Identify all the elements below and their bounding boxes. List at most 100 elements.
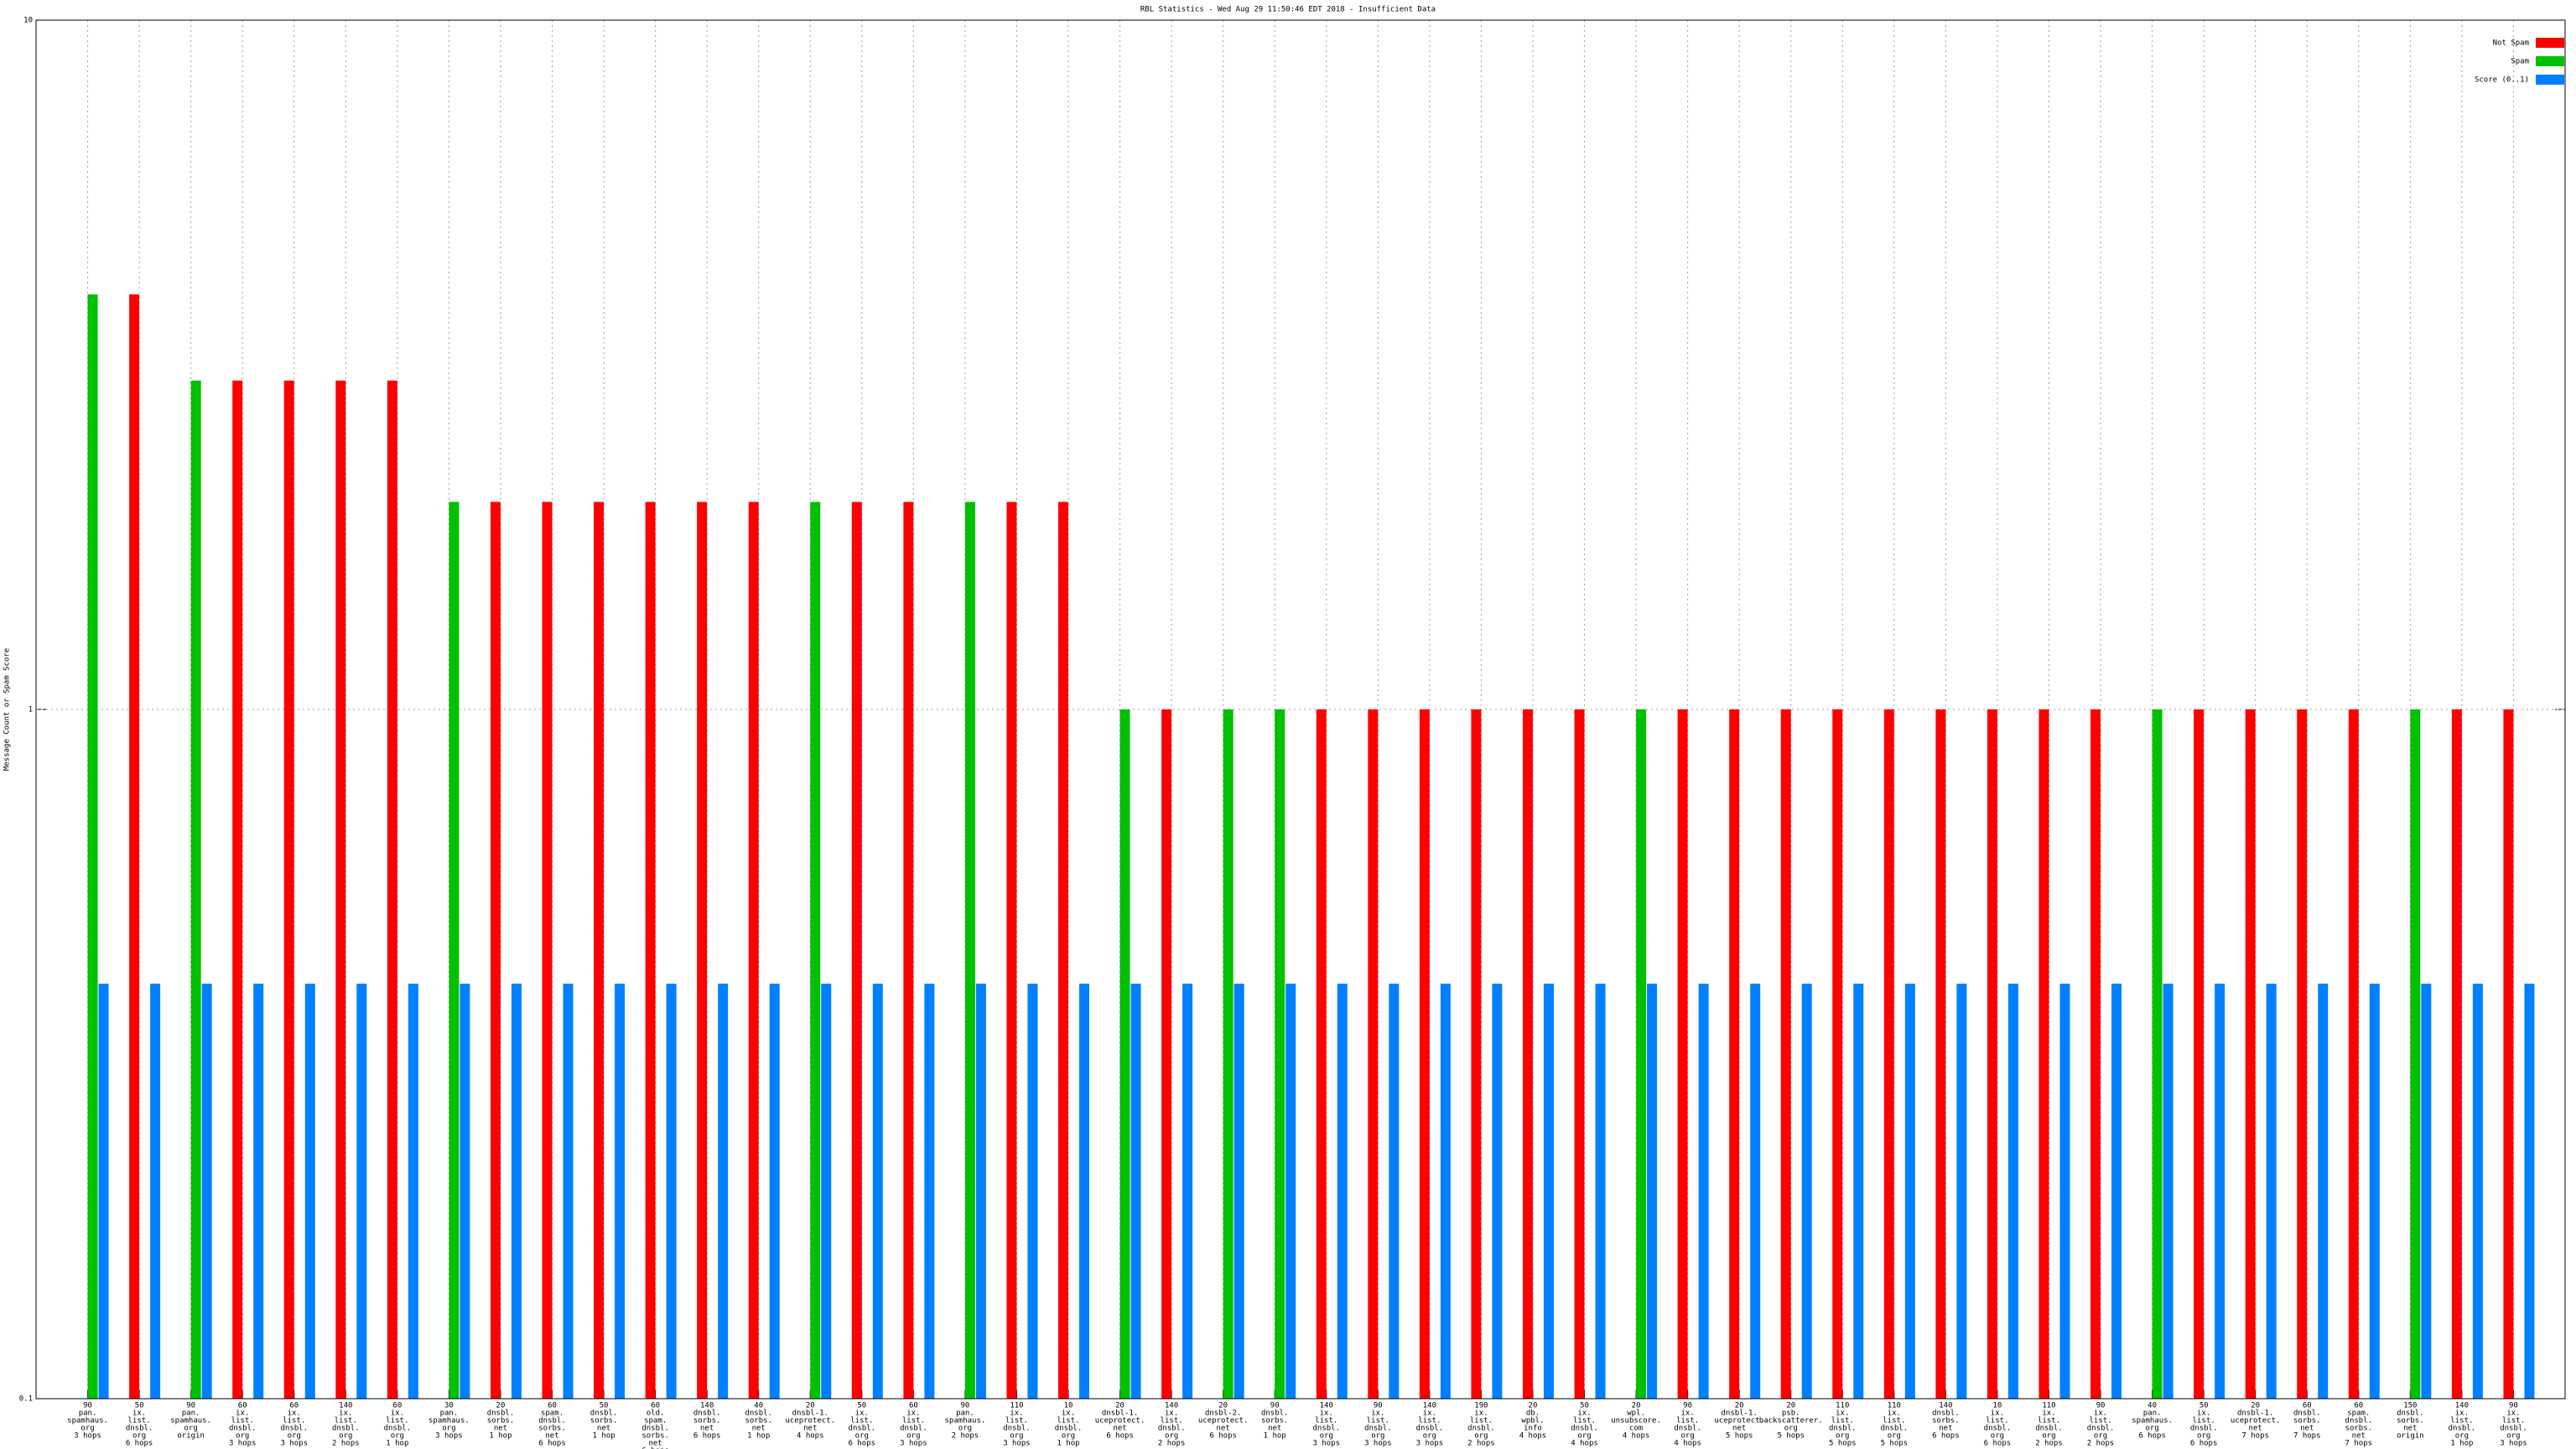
x-tick-label: 4 hops [1623, 1432, 1650, 1441]
x-tick-label: list. [1161, 1417, 1183, 1426]
x-tick-label: net [1113, 1425, 1126, 1433]
bar [2421, 984, 2432, 1399]
bar [769, 984, 780, 1399]
x-tick-label: list. [1418, 1417, 1441, 1426]
x-tick-label: net [545, 1432, 558, 1441]
x-tick-label: 20 [1786, 1402, 1795, 1410]
x-tick-label: 90 [1270, 1402, 1280, 1410]
x-tick-label: sorbs. [693, 1417, 721, 1426]
bar [1285, 984, 1296, 1399]
x-tick-label: ix. [1888, 1410, 1901, 1418]
x-tick-label: dnsbl. [487, 1410, 515, 1418]
bar [2038, 709, 2049, 1399]
x-tick-label: 60 [289, 1402, 299, 1410]
x-tick-label: 5 hops [1726, 1432, 1753, 1441]
bar [253, 984, 264, 1399]
x-tick-label: net [1732, 1425, 1746, 1433]
bar [387, 380, 397, 1399]
x-tick-label: sorbs. [2345, 1425, 2373, 1433]
x-tick-label: sorbs. [590, 1417, 618, 1426]
bar [810, 501, 821, 1399]
x-tick-label: dnsbl. [126, 1425, 153, 1433]
x-tick-label: unsubscore. [1611, 1417, 1661, 1426]
x-tick-label: 110 [1836, 1402, 1849, 1410]
x-tick-label: ix. [2506, 1410, 2520, 1418]
bar [2152, 709, 2163, 1399]
bar [1522, 709, 1533, 1399]
x-tick-label: ix. [288, 1410, 301, 1418]
x-tick-label: 3 hops [900, 1440, 927, 1448]
bar [1058, 501, 1069, 1399]
x-tick-label: 3 hops [435, 1432, 463, 1441]
x-tick-label: 90 [960, 1402, 969, 1410]
x-tick-label: list. [902, 1417, 925, 1426]
x-tick-label: org [1888, 1432, 1901, 1441]
x-tick-label: 3 hops [74, 1432, 101, 1441]
bar [542, 501, 553, 1399]
x-tick-label: ix. [236, 1410, 249, 1418]
x-tick-label: dnsbl. [900, 1425, 927, 1433]
bar [1543, 984, 1554, 1399]
bar [2163, 984, 2174, 1399]
bar [2369, 984, 2380, 1399]
x-tick-label: 7 hops [2345, 1440, 2373, 1448]
x-tick-label: list. [1057, 1417, 1079, 1426]
x-tick-label: dnsbl. [2293, 1410, 2321, 1418]
x-tick-label: ix. [1165, 1410, 1178, 1418]
bar [2059, 984, 2070, 1399]
x-tick-label: list. [2450, 1417, 2473, 1426]
x-tick-label: 3 hops [1313, 1440, 1341, 1448]
x-tick-label: 1 hop [747, 1432, 770, 1441]
x-tick-label: org [132, 1432, 146, 1441]
x-tick-label: uceprotect. [785, 1417, 835, 1426]
x-tick-label: 3 hops [229, 1440, 257, 1448]
x-tick-label: dnsbl-1. [1102, 1410, 1138, 1418]
x-tick-label: 2 hops [2035, 1440, 2063, 1448]
bar [201, 984, 212, 1399]
x-tick-label: 50 [135, 1402, 144, 1410]
x-tick-label: org [855, 1432, 869, 1441]
bar [2503, 709, 2514, 1399]
bar [1647, 984, 1658, 1399]
x-tick-label: pan. [956, 1410, 974, 1418]
x-tick-label: 60 [909, 1402, 918, 1410]
x-tick-label: ix. [2197, 1410, 2210, 1418]
x-tick-label: dnsbl. [849, 1425, 876, 1433]
x-tick-label: ix. [132, 1410, 146, 1418]
x-tick-label: 60 [238, 1402, 247, 1410]
bar [98, 984, 109, 1399]
x-tick-label: 6 hops [1106, 1432, 1134, 1441]
bar [964, 501, 975, 1399]
y-tick-label: 1 [29, 706, 33, 714]
x-tick-label: uceprotect. [1714, 1417, 1764, 1426]
bar [1750, 984, 1761, 1399]
x-tick-label: 6 hops [2138, 1432, 2166, 1441]
x-tick-label: dnsbl. [1829, 1425, 1857, 1433]
legend-label: Spam [2511, 58, 2529, 66]
x-tick-label: org [80, 1425, 94, 1433]
x-tick-label: org [1423, 1432, 1436, 1441]
bar [2524, 984, 2535, 1399]
bar [1027, 984, 1038, 1399]
x-tick-label: 5 hops [1777, 1432, 1805, 1441]
x-tick-label: pan. [440, 1410, 459, 1418]
x-tick-label: sorbs. [1932, 1417, 1960, 1426]
x-tick-label: 140 [1165, 1402, 1178, 1410]
x-tick-label: list. [1676, 1417, 1699, 1426]
x-tick-label: 90 [2509, 1402, 2518, 1410]
x-tick-label: 140 [2455, 1402, 2469, 1410]
x-tick-label: org [2145, 1425, 2158, 1433]
x-tick-label: 90 [2096, 1402, 2106, 1410]
x-tick-label: 90 [1683, 1402, 1692, 1410]
x-tick-label: dnsbl-1. [792, 1410, 828, 1418]
bar [1698, 984, 1709, 1399]
x-tick-label: 90 [1374, 1402, 1383, 1410]
x-tick-label: ix. [2042, 1410, 2055, 1418]
x-tick-label: 140 [339, 1402, 352, 1410]
bar [615, 984, 626, 1399]
x-tick-label: db. [1526, 1410, 1540, 1418]
x-tick-label: org [184, 1425, 198, 1433]
legend-swatch [2536, 56, 2564, 66]
x-tick-label: org [288, 1432, 301, 1441]
